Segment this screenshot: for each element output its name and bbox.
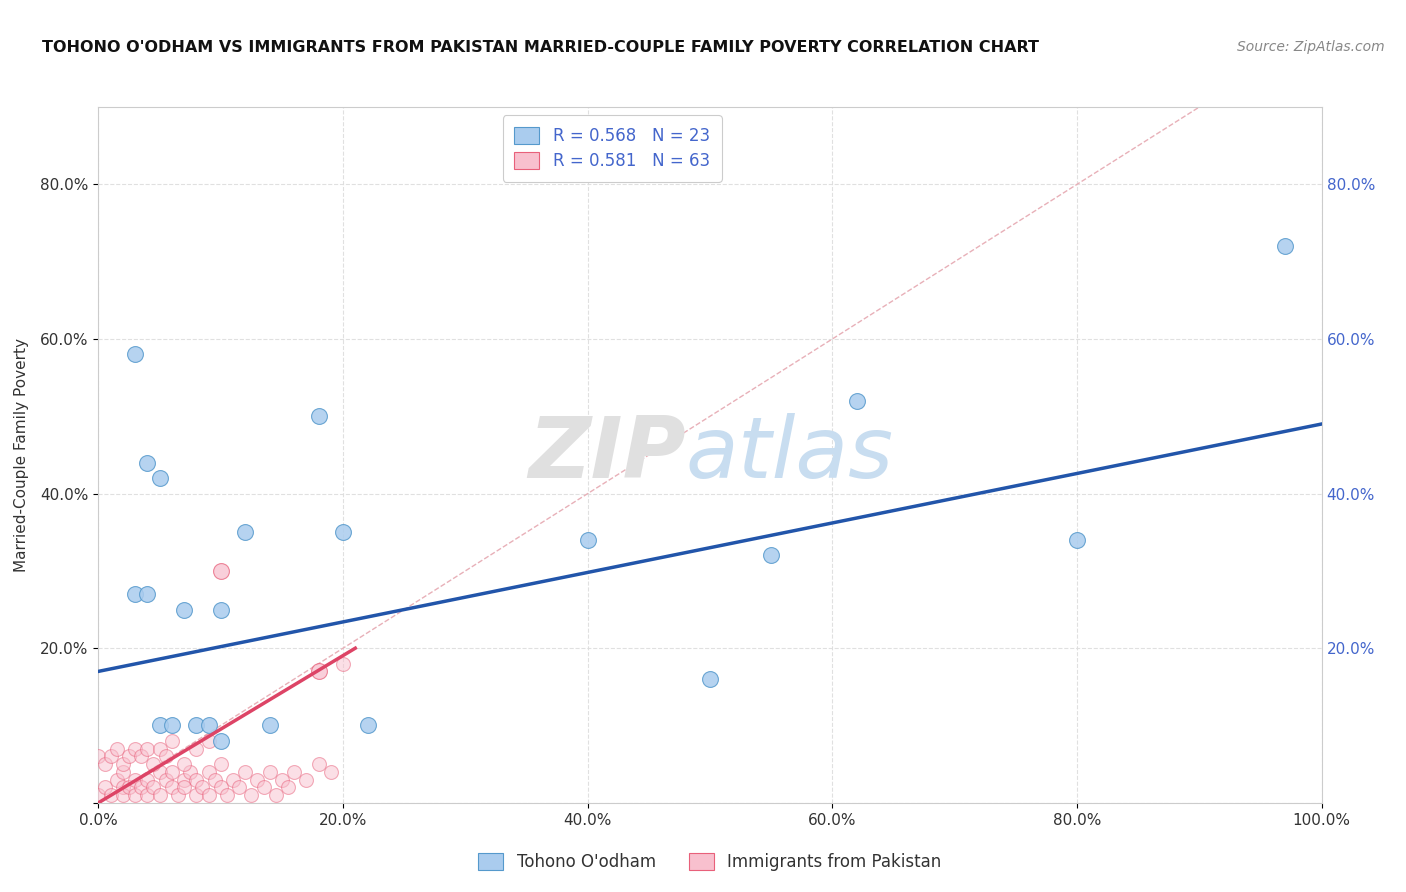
Point: [136, 456, 159, 470]
Point: [167, 788, 190, 802]
Point: [270, 772, 294, 787]
Point: [155, 772, 177, 787]
Legend: Tohono O'odham, Immigrants from Pakistan: Tohono O'odham, Immigrants from Pakistan: [471, 847, 949, 878]
Point: [124, 347, 146, 361]
Text: Source: ZipAtlas.com: Source: ZipAtlas.com: [1237, 40, 1385, 54]
Point: [209, 780, 232, 795]
Point: [149, 471, 172, 485]
Point: [124, 772, 146, 787]
Point: [136, 788, 159, 802]
Point: [160, 718, 183, 732]
Point: [179, 764, 201, 779]
Point: [93, 757, 115, 772]
Y-axis label: Married-Couple Family Poverty: Married-Couple Family Poverty: [14, 338, 30, 572]
Point: [319, 764, 342, 779]
Point: [197, 788, 219, 802]
Point: [197, 734, 219, 748]
Point: [129, 780, 152, 795]
Point: [149, 788, 172, 802]
Point: [259, 718, 281, 732]
Point: [1274, 239, 1296, 253]
Point: [173, 780, 195, 795]
Point: [87, 788, 110, 802]
Point: [118, 749, 141, 764]
Point: [124, 587, 146, 601]
Point: [149, 718, 172, 732]
Point: [124, 788, 146, 802]
Point: [186, 788, 208, 802]
Point: [100, 749, 122, 764]
Point: [264, 788, 287, 802]
Point: [124, 741, 146, 756]
Point: [761, 549, 783, 563]
Point: [160, 734, 183, 748]
Point: [118, 780, 141, 795]
Point: [308, 665, 330, 679]
Point: [173, 602, 195, 616]
Point: [186, 718, 208, 732]
Point: [259, 764, 281, 779]
Point: [136, 772, 159, 787]
Point: [173, 757, 195, 772]
Point: [186, 772, 208, 787]
Point: [277, 780, 299, 795]
Point: [160, 780, 183, 795]
Point: [240, 788, 263, 802]
Point: [209, 757, 232, 772]
Point: [233, 525, 256, 540]
Point: [699, 672, 721, 686]
Text: TOHONO O'ODHAM VS IMMIGRANTS FROM PAKISTAN MARRIED-COUPLE FAMILY POVERTY CORRELA: TOHONO O'ODHAM VS IMMIGRANTS FROM PAKIST…: [42, 40, 1039, 55]
Point: [136, 741, 159, 756]
Point: [845, 393, 868, 408]
Point: [215, 788, 238, 802]
Point: [228, 780, 250, 795]
Point: [209, 734, 232, 748]
Point: [87, 749, 110, 764]
Point: [576, 533, 599, 547]
Point: [186, 741, 208, 756]
Point: [111, 780, 134, 795]
Point: [111, 757, 134, 772]
Point: [332, 525, 354, 540]
Point: [197, 718, 219, 732]
Point: [136, 587, 159, 601]
Point: [105, 772, 128, 787]
Point: [252, 780, 274, 795]
Point: [356, 718, 378, 732]
Point: [111, 788, 134, 802]
Point: [295, 772, 318, 787]
Point: [308, 757, 330, 772]
Point: [142, 780, 165, 795]
Point: [149, 764, 172, 779]
Point: [149, 741, 172, 756]
Point: [191, 780, 214, 795]
Point: [283, 764, 305, 779]
Point: [204, 772, 226, 787]
Point: [93, 780, 115, 795]
Point: [332, 657, 354, 671]
Point: [209, 564, 232, 578]
Point: [308, 409, 330, 424]
Point: [222, 772, 245, 787]
Point: [129, 749, 152, 764]
Text: atlas: atlas: [686, 413, 894, 497]
Point: [155, 749, 177, 764]
Point: [197, 764, 219, 779]
Point: [100, 788, 122, 802]
Point: [233, 764, 256, 779]
Point: [173, 772, 195, 787]
Point: [1066, 533, 1088, 547]
Point: [105, 741, 128, 756]
Point: [160, 764, 183, 779]
Point: [142, 757, 165, 772]
Point: [209, 602, 232, 616]
Text: ZIP: ZIP: [527, 413, 686, 497]
Point: [111, 764, 134, 779]
Point: [246, 772, 269, 787]
